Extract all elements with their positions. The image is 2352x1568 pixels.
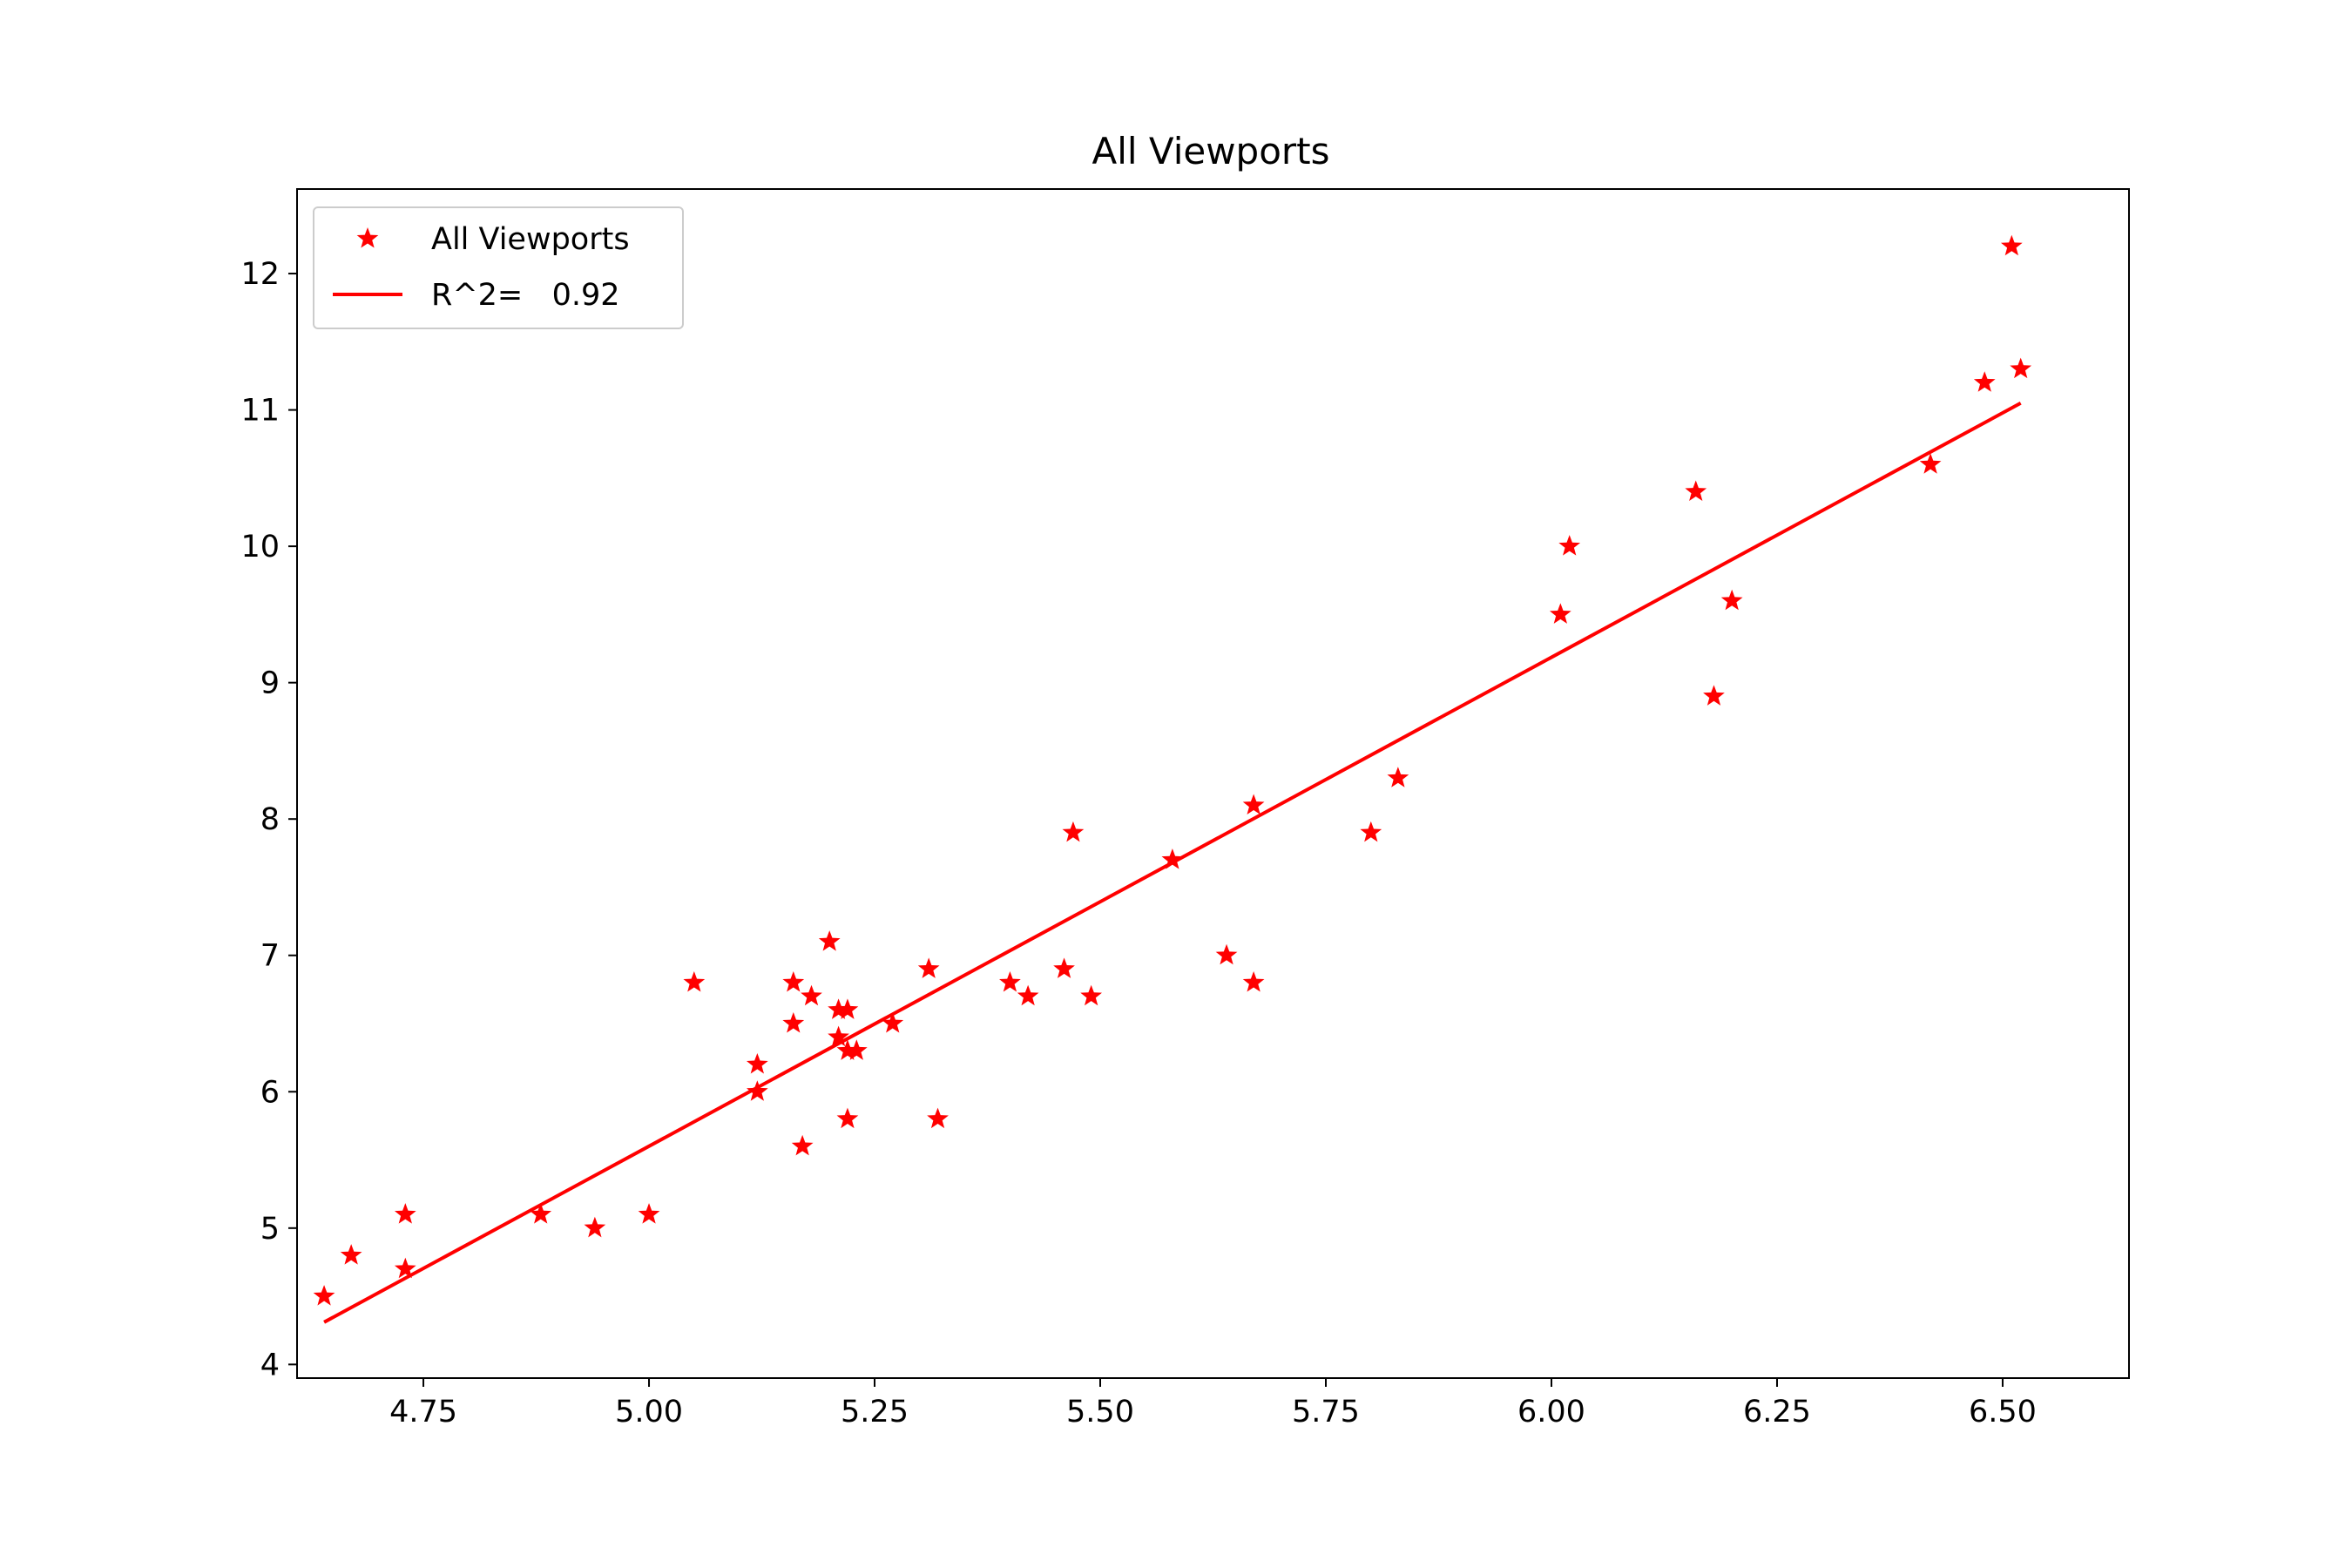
data-point-star: [394, 1257, 416, 1279]
data-point-star: [2010, 357, 2032, 379]
data-point-star: [782, 971, 805, 992]
x-axis: 4.75 5.00 5.25 5.50 5.75 6.00 6.25 6.50: [389, 1378, 2037, 1429]
x-tick-label: 5.25: [841, 1395, 909, 1429]
data-point-star: [1242, 794, 1265, 815]
legend-star-icon: [356, 227, 379, 248]
chart-title: All Viewports: [1092, 130, 1329, 172]
y-tick-label: 12: [240, 257, 280, 292]
data-point-star: [1685, 480, 1707, 502]
data-point-star: [836, 998, 859, 1019]
data-point-star: [1242, 971, 1265, 992]
x-tick-label: 5.75: [1292, 1395, 1360, 1429]
data-point-star: [1161, 848, 1184, 869]
y-tick-label: 5: [260, 1212, 280, 1247]
data-point-star: [1387, 767, 1409, 787]
data-point-star: [828, 1025, 849, 1047]
data-point-star: [1080, 984, 1103, 1006]
x-tick-label: 5.50: [1066, 1395, 1134, 1429]
x-tick-label: 5.00: [615, 1395, 683, 1429]
data-point-star: [746, 1080, 768, 1101]
plot-area: [313, 234, 2032, 1324]
data-point-star: [1558, 535, 1581, 556]
data-point-star: [818, 930, 841, 951]
data-point-star: [1703, 685, 1725, 706]
y-axis: 4 5 6 7 8 9 10 11 12: [240, 257, 297, 1382]
data-point-star: [845, 1039, 868, 1060]
data-point-star: [1053, 957, 1075, 978]
x-tick-label: 6.00: [1517, 1395, 1585, 1429]
data-point-star: [882, 1012, 904, 1033]
data-point-star: [683, 971, 706, 992]
data-point-star: [836, 1107, 859, 1129]
data-point-star: [530, 1203, 552, 1224]
y-tick-label: 7: [260, 939, 280, 974]
data-point-star: [999, 971, 1021, 992]
data-point-star: [917, 957, 940, 978]
x-tick-label: 4.75: [389, 1395, 457, 1429]
data-point-star: [2000, 234, 2023, 256]
data-point-star: [1919, 453, 1942, 474]
y-tick-label: 10: [240, 530, 280, 564]
data-point-star: [340, 1244, 362, 1265]
data-point-star: [638, 1203, 660, 1224]
y-tick-label: 4: [260, 1348, 280, 1382]
data-point-star: [746, 1052, 768, 1074]
x-tick-label: 6.50: [1969, 1395, 2037, 1429]
x-tick-label: 6.25: [1743, 1395, 1811, 1429]
axes-frame: [296, 188, 2130, 1379]
data-point-star: [313, 1285, 335, 1306]
data-point-star: [1973, 371, 1996, 392]
y-tick-label: 11: [240, 394, 280, 429]
y-tick-label: 8: [260, 802, 280, 837]
y-tick-label: 9: [260, 666, 280, 701]
data-point-star: [1720, 589, 1743, 611]
data-point-star: [1360, 821, 1382, 842]
legend-label-points: All Viewports: [431, 222, 630, 257]
data-point-star: [1215, 943, 1238, 965]
data-point-star: [828, 998, 849, 1019]
legend: All Viewports R^2= 0.92: [313, 206, 684, 329]
legend-box: [313, 206, 684, 329]
data-point-star: [927, 1107, 949, 1129]
y-tick-label: 6: [260, 1075, 280, 1110]
data-point-star: [782, 1012, 805, 1033]
data-point-star: [836, 1039, 859, 1060]
data-point-star: [584, 1216, 606, 1238]
data-point-star: [394, 1203, 416, 1224]
data-point-star: [1017, 984, 1039, 1006]
legend-label-fit: R^2= 0.92: [431, 278, 620, 313]
legend-star-mark: [356, 227, 379, 248]
data-point-star: [1062, 821, 1085, 842]
data-point-star: [1549, 603, 1571, 624]
data-point-star: [791, 1134, 814, 1156]
data-point-star: [801, 984, 822, 1006]
